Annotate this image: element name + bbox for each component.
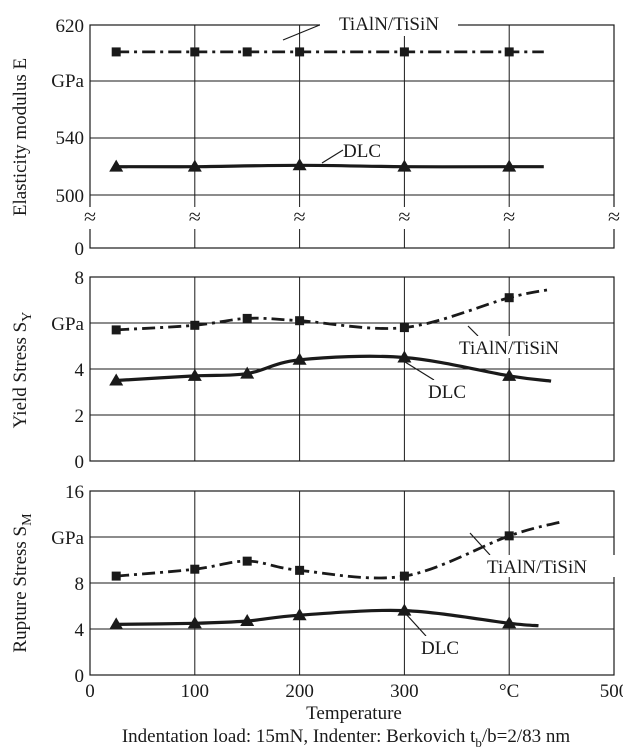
y-tick-label: 16 [65, 482, 84, 503]
y-tick-label: 620 [56, 16, 85, 37]
axis-break-symbol: ≈ [84, 204, 96, 229]
panel-yield: 8 GPa 4 2 0 Yield Stress SY TiAlN/TiSiN … [10, 268, 615, 473]
series-line-dlc [116, 163, 544, 169]
series-line-dlc [116, 608, 539, 628]
data-point-square [504, 531, 514, 541]
data-point-triangle [502, 616, 517, 629]
data-point-triangle [187, 159, 202, 172]
series-label-bg [455, 336, 613, 358]
series-label-tialn: TiAlN/TiSiN [339, 14, 439, 35]
panel-elasticity: 620 GPa 540 500 0 Elasticity modulus E ≈… [10, 12, 620, 260]
series-label-tialn: TiAlN/TiSiN [459, 338, 559, 359]
x-tick-label: 500 [600, 681, 623, 702]
x-tick-label: 100 [181, 681, 210, 702]
data-point-square [295, 47, 305, 57]
axis-break-symbol: ≈ [608, 204, 620, 229]
y-tick-label: 2 [75, 406, 85, 427]
series-label-leader [282, 21, 328, 41]
axis-break-symbol: ≈ [294, 204, 306, 229]
data-point-triangle [397, 350, 412, 363]
data-point-triangle [292, 352, 307, 365]
axis-break-symbol: ≈ [503, 204, 515, 229]
data-point-square [242, 556, 252, 566]
unit-label: GPa [51, 314, 84, 335]
series-label-dlc: DLC [343, 141, 381, 162]
data-point-triangle [240, 366, 255, 379]
series-label-leader [404, 361, 435, 381]
axis-break-symbol: ≈ [189, 204, 201, 229]
data-point-square [111, 47, 121, 57]
series-label-leader [469, 532, 491, 556]
data-point-triangle [109, 373, 124, 386]
y-tick-label: 4 [75, 620, 85, 641]
data-point-triangle [187, 616, 202, 629]
series-label-dlc: DLC [421, 638, 459, 659]
x-tick-labels: 0 100 200 300 °C 500 [85, 681, 623, 702]
series-label-bg [418, 636, 468, 658]
series-label-bg [320, 12, 458, 36]
unit-label: GPa [51, 528, 84, 549]
x-tick-label: 300 [390, 681, 419, 702]
series-label-bg [426, 380, 476, 402]
data-point-square [242, 313, 252, 323]
series-label-leader [467, 325, 479, 337]
data-point-triangle [292, 158, 307, 171]
data-point-triangle [187, 368, 202, 381]
data-point-square [295, 565, 305, 575]
y-axis-label: Elasticity modulus E [10, 58, 31, 216]
data-point-triangle [397, 603, 412, 616]
x-tick-label: °C [499, 681, 519, 702]
y-tick-label: 0 [75, 239, 85, 260]
x-tick-label: 0 [85, 681, 95, 702]
data-point-square [399, 47, 409, 57]
y-tick-label: 500 [56, 186, 85, 207]
y-tick-label: 4 [75, 360, 85, 381]
y-tick-label: 0 [75, 452, 85, 473]
data-point-square [111, 325, 121, 335]
data-point-square [190, 320, 200, 330]
data-point-square [190, 47, 200, 57]
data-point-square [399, 323, 409, 333]
unit-label: GPa [51, 71, 84, 92]
series-line-tialn [116, 287, 552, 332]
y-tick-label: 540 [56, 128, 85, 149]
data-point-triangle [502, 159, 517, 172]
data-point-square [242, 47, 252, 57]
data-point-square [504, 47, 514, 57]
axis-break-gap [84, 207, 618, 229]
data-point-triangle [502, 368, 517, 381]
y-tick-label: 8 [75, 268, 85, 289]
data-point-square [111, 571, 121, 581]
y-tick-label: 8 [75, 574, 85, 595]
x-axis-label: Temperature [306, 703, 402, 724]
data-point-triangle [397, 159, 412, 172]
series-label-bg [484, 555, 616, 577]
series-label-tialn: TiAlN/TiSiN [487, 557, 587, 578]
axis-break-symbol: ≈ [398, 204, 410, 229]
series-label-dlc: DLC [428, 382, 466, 403]
y-axis-label: Yield Stress SY [10, 312, 35, 429]
data-point-square [399, 571, 409, 581]
series-label-leader [321, 149, 344, 164]
axis-break-marks: ≈ ≈ ≈ ≈ ≈ ≈ [84, 204, 620, 229]
data-point-square [295, 316, 305, 326]
data-point-triangle [292, 608, 307, 621]
data-point-triangle [109, 617, 124, 630]
y-tick-label: 0 [75, 666, 85, 687]
data-point-triangle [109, 159, 124, 172]
footnote: Indentation load: 15mN, Indenter: Berkov… [122, 726, 571, 750]
panel-rupture: 16 GPa 8 4 0 Rupture Stress SM TiAlN/TiS… [10, 482, 616, 687]
series-label-leader [405, 613, 427, 637]
data-point-square [190, 564, 200, 574]
y-axis-label: Rupture Stress SM [10, 513, 35, 653]
data-point-square [504, 293, 514, 303]
data-point-triangle [240, 613, 255, 626]
x-tick-label: 200 [285, 681, 314, 702]
